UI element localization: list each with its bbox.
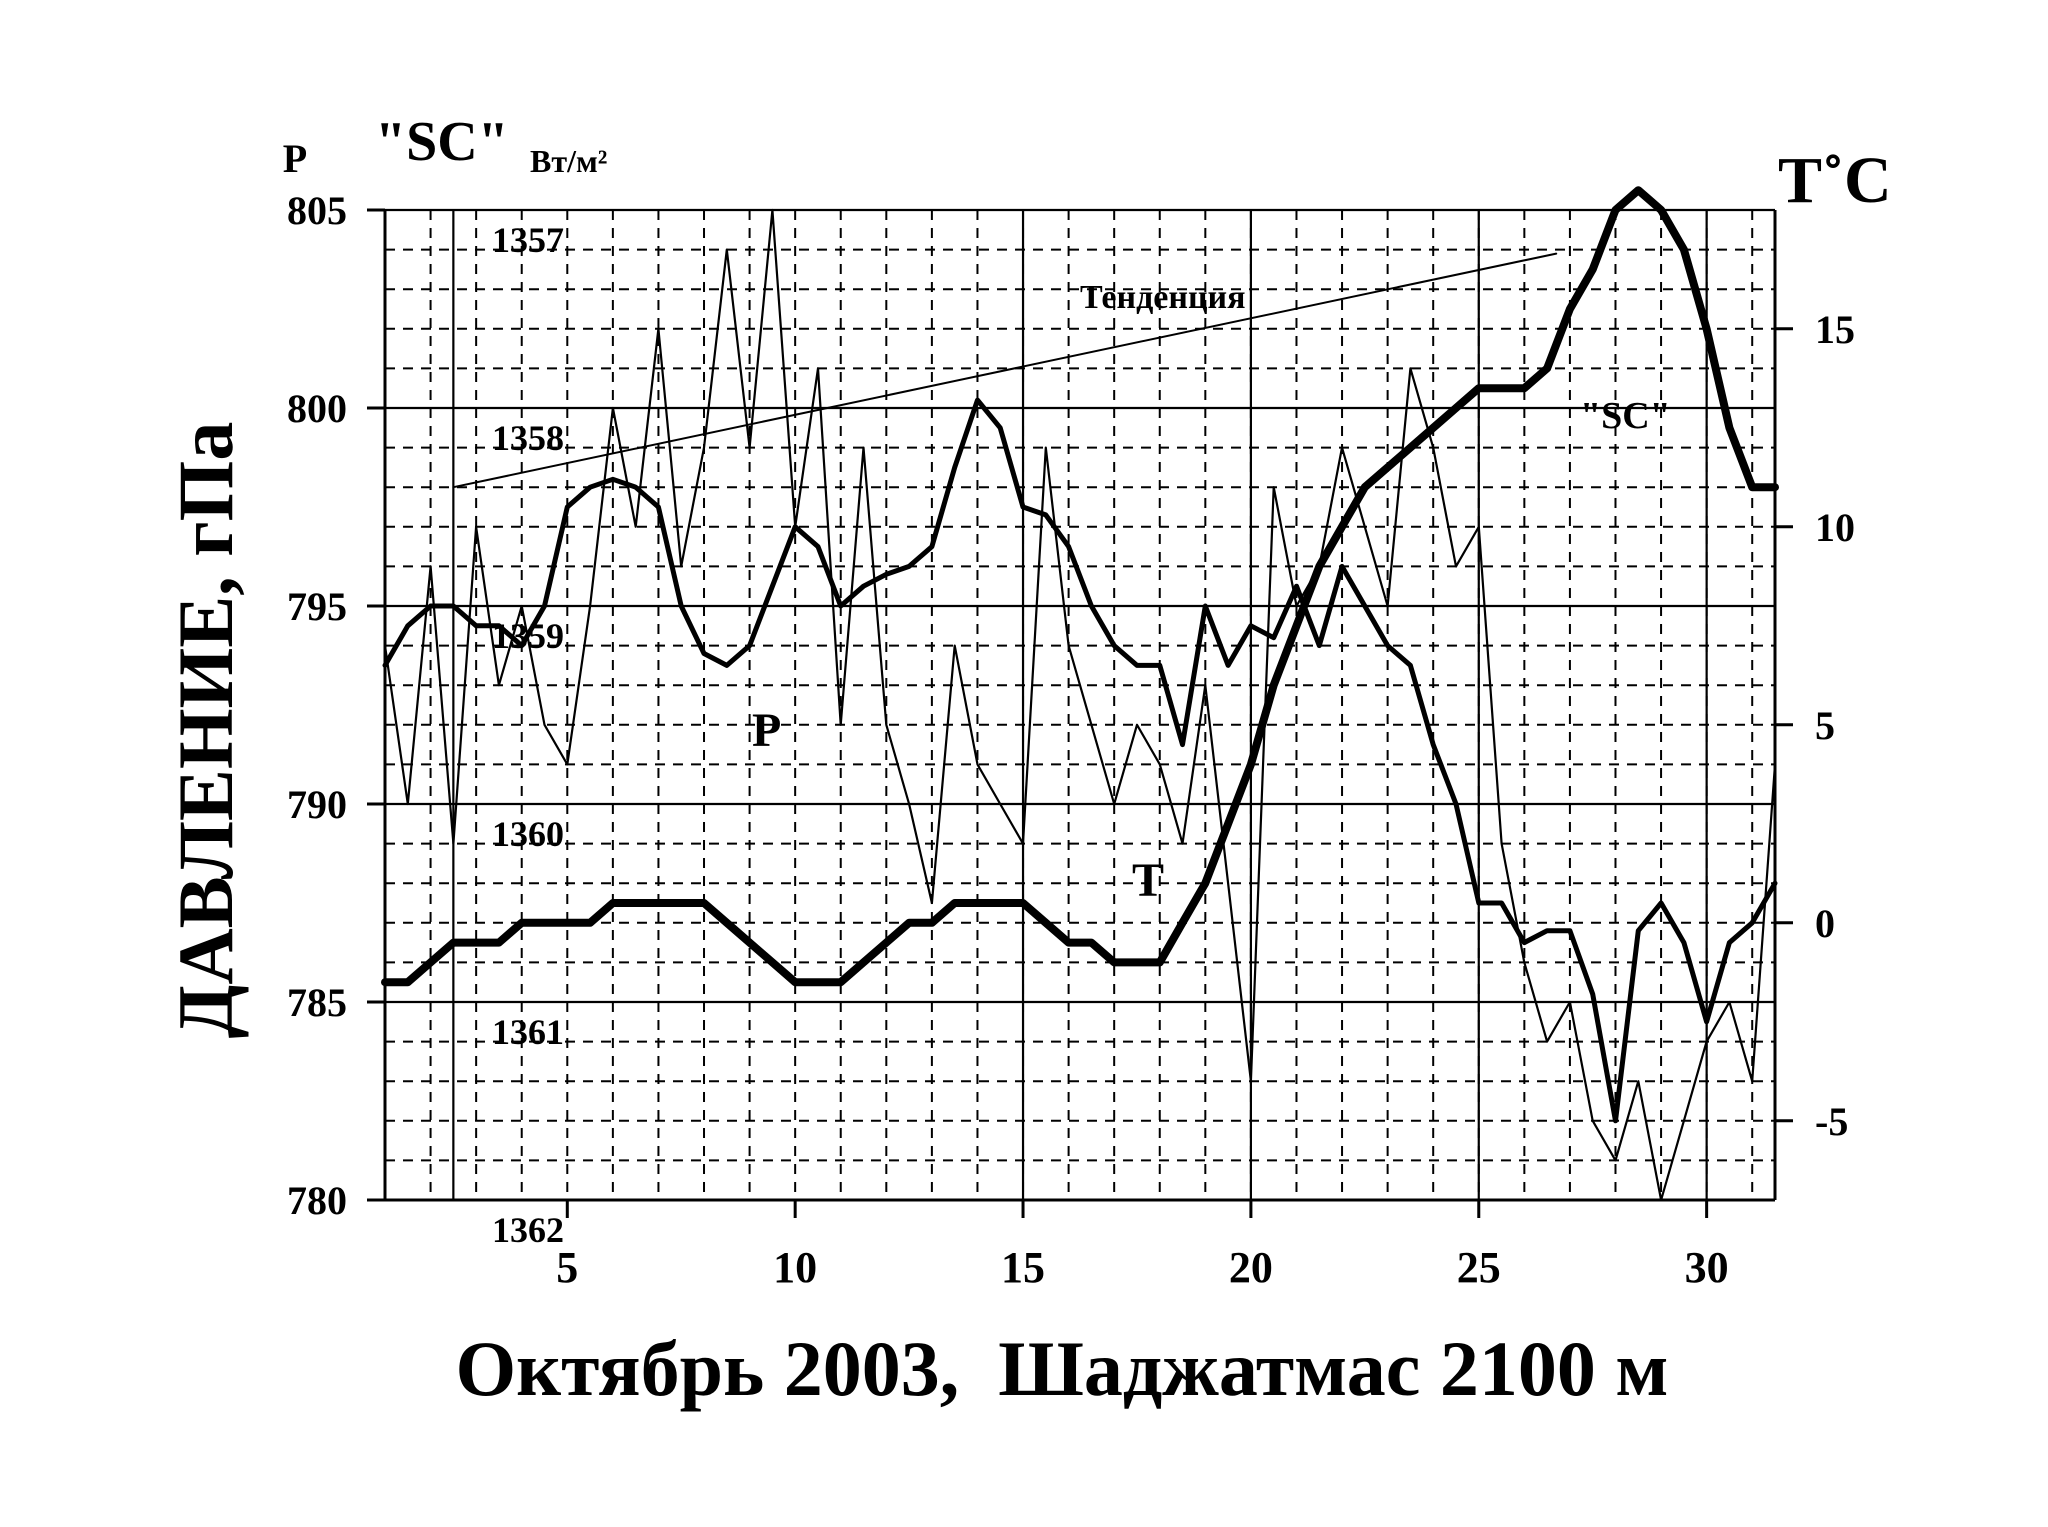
- x-tick-label: 5: [556, 1243, 578, 1292]
- axes: [367, 208, 1793, 1218]
- sc-axis-label: "SC": [375, 111, 509, 173]
- x-tick-label: 15: [1001, 1243, 1045, 1292]
- series-label-sc: "SC": [1580, 395, 1671, 437]
- y-left-tick-label: 795: [287, 584, 347, 629]
- y-right-tick-label: 5: [1815, 703, 1835, 748]
- tick-labels: 805800795790785780151050-513571358135913…: [287, 188, 1855, 1292]
- y-left-tick-label: 780: [287, 1178, 347, 1223]
- y-right-tick-label: -5: [1815, 1099, 1848, 1144]
- y-axis-title: ДАВЛЕНИЕ, гПа: [162, 422, 249, 1039]
- sc-tick-label: 1360: [492, 814, 564, 854]
- y-right-tick-label: 10: [1815, 505, 1855, 550]
- series-line-p: [382, 397, 1778, 1124]
- sc-tick-label: 1357: [492, 220, 564, 260]
- series: [381, 186, 1779, 1202]
- series-label-t: T: [1132, 854, 1164, 907]
- trend-line: [452, 252, 1558, 489]
- x-tick-label: 10: [773, 1243, 817, 1292]
- trend-annotation: Тенденция: [1080, 279, 1246, 316]
- chart-title: Октябрь 2003, Шаджатмас 2100 м: [455, 1325, 1668, 1412]
- y-left-tick-label: 805: [287, 188, 347, 233]
- x-tick-label: 25: [1457, 1243, 1501, 1292]
- series-line-sc: [381, 186, 1779, 987]
- series-line-t: [383, 208, 1777, 1202]
- series-label-p: P: [752, 704, 781, 757]
- y-left-tick-label: 790: [287, 782, 347, 827]
- y-left-symbol: P: [283, 136, 307, 181]
- sc-tick-label: 1361: [492, 1012, 564, 1052]
- x-tick-label: 20: [1229, 1243, 1273, 1292]
- y-right-axis-label: T˚C: [1778, 144, 1892, 217]
- y-left-tick-label: 800: [287, 386, 347, 431]
- sc-tick-label: 1358: [492, 418, 564, 458]
- sc-tick-label: 1362: [492, 1210, 564, 1250]
- x-tick-label: 30: [1685, 1243, 1729, 1292]
- y-left-tick-label: 785: [287, 980, 347, 1025]
- y-right-tick-label: 0: [1815, 901, 1835, 946]
- sc-axis-unit: Вт/м²: [530, 143, 607, 179]
- grid: [384, 208, 1775, 1202]
- y-right-tick-label: 15: [1815, 307, 1855, 352]
